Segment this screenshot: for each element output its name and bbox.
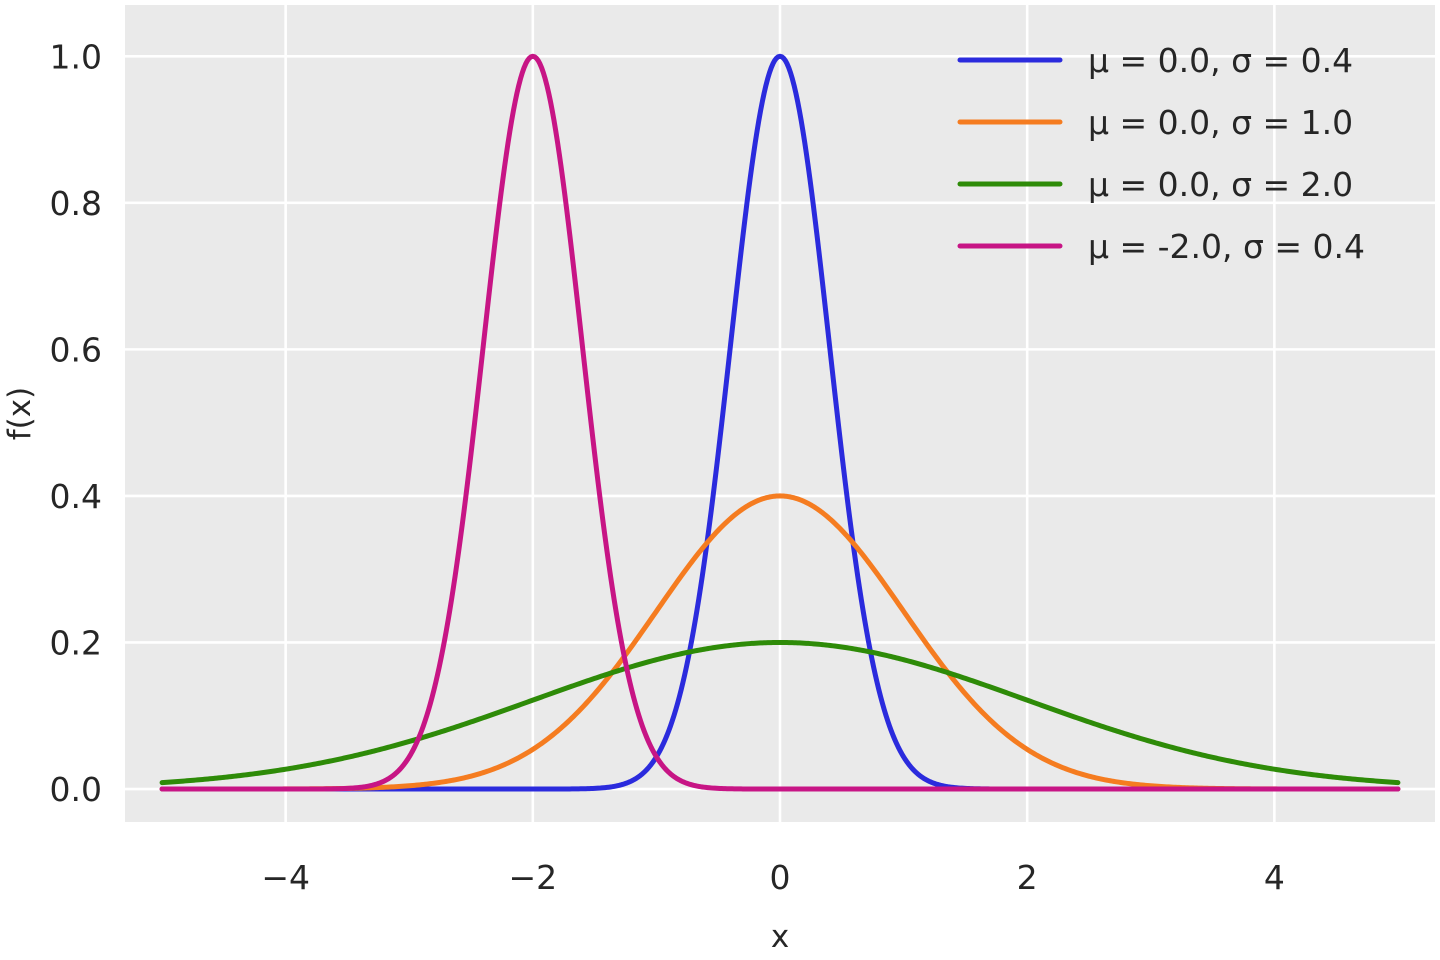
- curve-series-2: [159, 639, 1401, 786]
- x-tick-label: 4: [1264, 858, 1285, 897]
- x-tick-label: 0: [770, 858, 791, 897]
- legend-label-0: μ = 0.0, σ = 0.4: [1088, 41, 1353, 80]
- y-tick-label: 0.2: [50, 623, 102, 662]
- y-tick-labels: 0.0 0.2 0.4 0.6 0.8 1.0: [50, 37, 102, 809]
- y-tick-label: 0.8: [50, 184, 102, 223]
- series-curves: [159, 53, 1401, 792]
- y-axis-label: f(x): [2, 387, 38, 440]
- x-gridlines: [284, 5, 1276, 822]
- legend-label-1: μ = 0.0, σ = 1.0: [1088, 103, 1353, 142]
- x-tick-labels: −4 −2 0 2 4: [261, 858, 1285, 897]
- x-tick-label: 2: [1017, 858, 1038, 897]
- legend-label-3: μ = -2.0, σ = 0.4: [1088, 227, 1365, 266]
- y-tick-label: 0.6: [50, 330, 102, 369]
- x-axis-label: x: [771, 919, 789, 955]
- x-tick-label: −4: [261, 858, 310, 897]
- legend-label-2: μ = 0.0, σ = 2.0: [1088, 165, 1353, 204]
- y-tick-label: 1.0: [50, 37, 102, 76]
- chart-legend: μ = 0.0, σ = 0.4 μ = 0.0, σ = 1.0 μ = 0.0,…: [957, 41, 1365, 266]
- curve-series-3: [159, 53, 1401, 792]
- y-tick-label: 0.0: [50, 770, 102, 809]
- x-tick-label: −2: [509, 858, 558, 897]
- y-tick-label: 0.4: [50, 477, 102, 516]
